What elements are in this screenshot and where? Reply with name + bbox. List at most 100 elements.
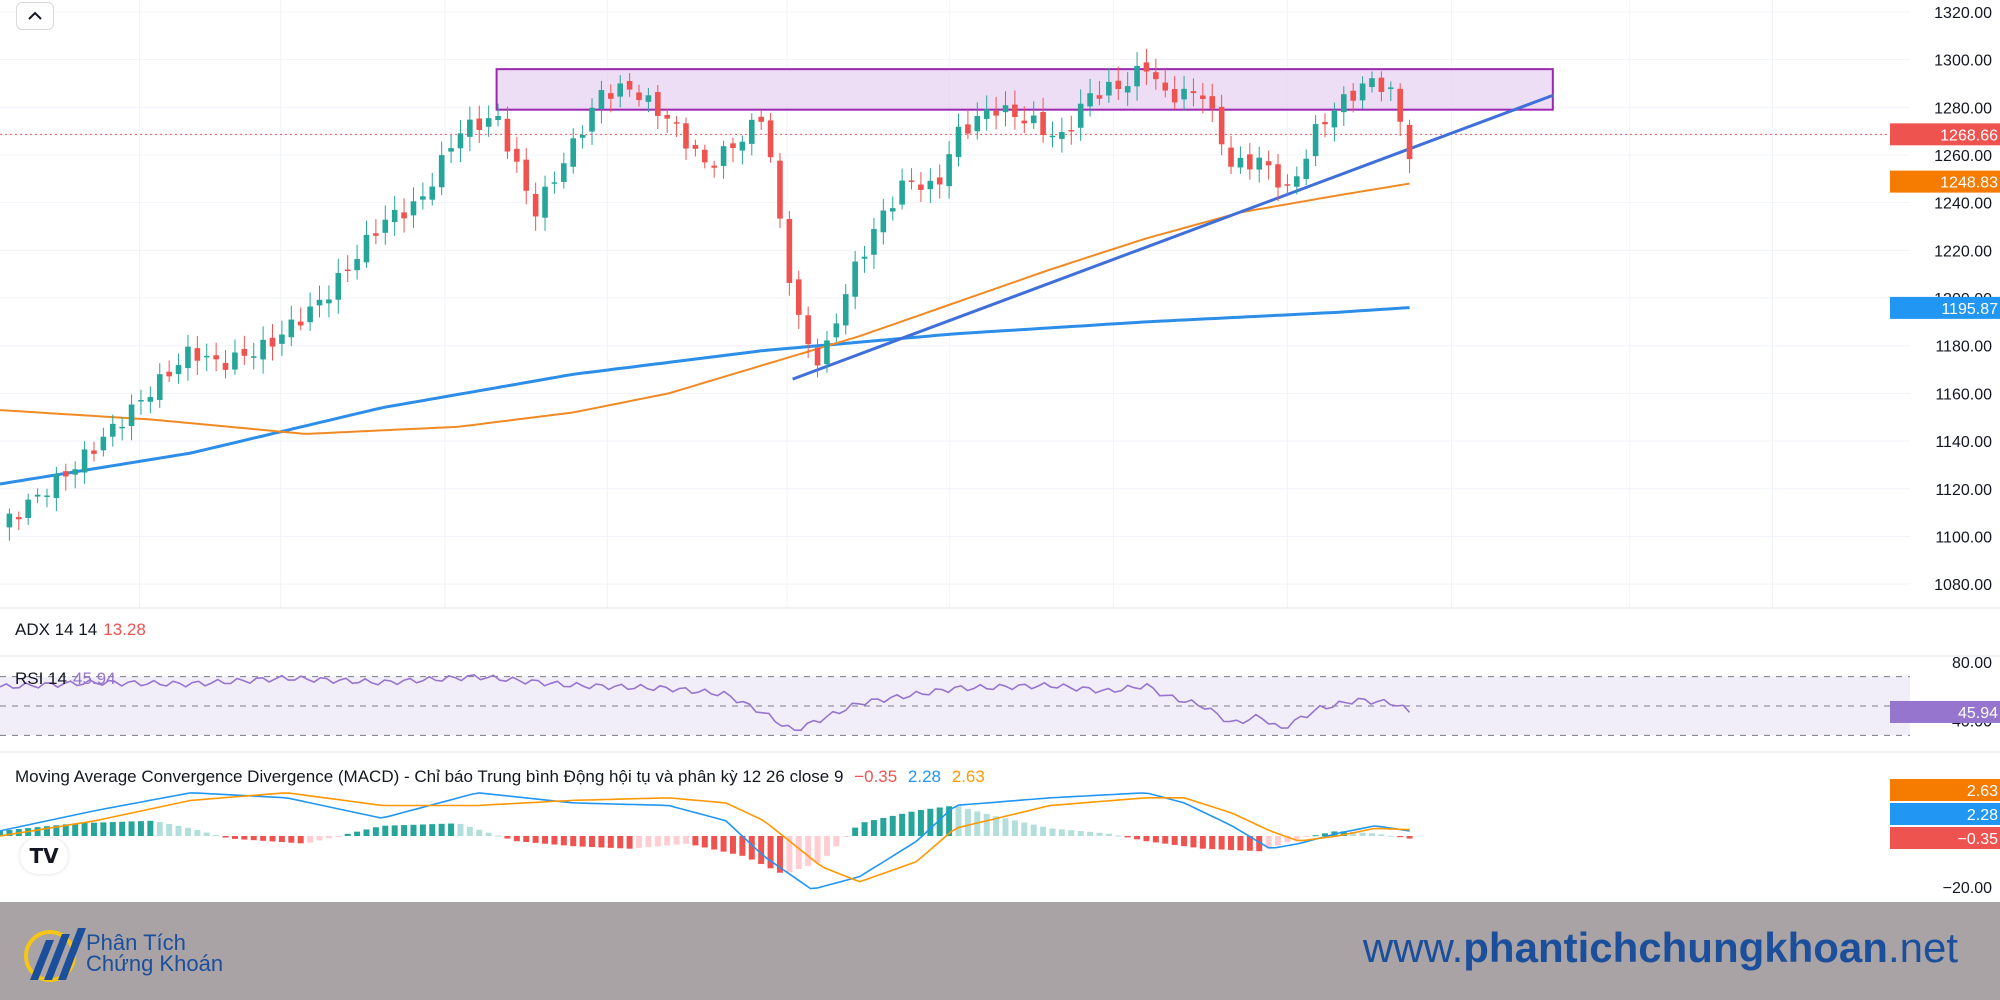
adx-title: ADX 14 14 (15, 620, 98, 639)
collapse-button[interactable] (16, 2, 54, 30)
candle-38 (354, 258, 360, 271)
candle-52 (485, 118, 492, 127)
chart-canvas[interactable]: 1320.00 1300.00 1280.00 1260.00 1240.00 1220.… (0, 0, 2000, 902)
macd-hist-49 (457, 823, 464, 836)
candle-140 (1312, 124, 1319, 157)
candle-110 (1030, 115, 1037, 124)
macd-hist-128 (1199, 836, 1206, 849)
macd-hist-99 (927, 808, 934, 836)
price-tick-10: 1120.00 (1935, 482, 1992, 499)
macd-hist-77 (720, 836, 727, 852)
macd-hist-145 (1359, 832, 1366, 836)
candle-150 (1406, 124, 1413, 160)
adx-value: 13.28 (103, 620, 146, 639)
site-prefix: www. (1362, 924, 1464, 971)
macd-label-hist-bg (1890, 827, 2000, 849)
macd-hist-137 (1284, 836, 1291, 843)
candle-80 (748, 119, 755, 144)
candle-59 (551, 182, 558, 184)
rsi-legend[interactable]: RSI 14 45.94 (15, 669, 122, 689)
macd-hist-103 (964, 808, 971, 836)
brand-line-2: Chứng Khoán (86, 951, 224, 976)
candle-4 (34, 494, 41, 497)
macd-hist-79 (739, 836, 746, 856)
macd-hist-65 (607, 836, 614, 848)
brand-logo-icon (24, 928, 86, 982)
candle-5 (44, 495, 50, 497)
macd-hist-119 (1115, 835, 1122, 837)
candle-23 (213, 355, 219, 360)
candle-124 (1162, 82, 1169, 91)
candle-50 (467, 119, 473, 137)
candle-7 (62, 471, 69, 477)
candle-58 (542, 186, 548, 218)
candle-83 (777, 160, 783, 219)
candle-48 (448, 148, 454, 152)
macd-hist-35 (325, 836, 332, 839)
site-domain: phantichchungkhoan (1463, 924, 1888, 971)
macd-hist-134 (1256, 836, 1263, 852)
candle-41 (382, 219, 389, 233)
macd-hist-83 (776, 836, 783, 873)
candle-9 (81, 449, 88, 473)
macd-hist-106 (993, 816, 1000, 836)
macd-hist-150 (1406, 836, 1413, 839)
candle-109 (1021, 120, 1028, 124)
macd-hist-87 (814, 836, 821, 863)
candle-11 (100, 436, 107, 451)
candle-24 (222, 362, 229, 370)
price-tick-2: 1280.00 (1934, 100, 1992, 117)
candle-142 (1331, 110, 1338, 128)
macd-legend[interactable]: Moving Average Convergence Divergence (M… (15, 767, 991, 787)
candle-56 (523, 159, 530, 191)
candle-39 (363, 234, 370, 263)
ma-line-1 (0, 182, 1410, 435)
macd-hist-118 (1105, 833, 1112, 836)
candle-32 (297, 321, 304, 326)
macd-hist-98 (917, 809, 924, 836)
candle-66 (617, 83, 624, 97)
macd-hist-97 (908, 811, 915, 836)
candle-1 (6, 513, 13, 528)
website-url[interactable]: www.phantichchungkhoan.net (1363, 924, 1958, 972)
candle-141 (1322, 121, 1328, 125)
candle-119 (1115, 80, 1122, 89)
macd-hist-69 (645, 836, 652, 848)
macd-hist-7 (62, 824, 69, 836)
candle-29 (269, 337, 276, 347)
macd-label-macd: 2.28 (1967, 807, 1998, 824)
candle-133 (1247, 154, 1253, 170)
macd-hist-144 (1350, 831, 1357, 836)
macd-title: Moving Average Convergence Divergence (M… (15, 767, 844, 786)
macd-hist-68 (636, 836, 643, 848)
candle-18 (166, 371, 172, 377)
macd-hist-25 (231, 836, 238, 839)
candle-120 (1124, 86, 1131, 93)
tradingview-logo[interactable]: TV (20, 838, 68, 874)
candle-10 (91, 450, 97, 454)
candle-93 (871, 229, 877, 255)
candle-36 (335, 273, 342, 300)
candle-72 (673, 122, 680, 124)
macd-hist-115 (1077, 831, 1084, 836)
macd-hist-136 (1275, 836, 1282, 846)
macd-hist-44 (410, 824, 417, 836)
candle-147 (1378, 77, 1385, 92)
candle-71 (664, 115, 671, 119)
macd-hist-109 (1021, 822, 1028, 836)
candle-114 (1068, 130, 1075, 132)
candle-2 (15, 517, 22, 520)
macd-hist-91 (852, 827, 859, 836)
macd-hist-73 (682, 836, 689, 844)
macd-hist-24 (222, 836, 229, 838)
candle-121 (1134, 65, 1140, 87)
macd-hist-125 (1171, 836, 1178, 845)
candle-45 (420, 196, 426, 200)
macd-hist-38 (354, 831, 361, 836)
macd-label-signal-bg (1890, 779, 2000, 801)
adx-legend[interactable]: ADX 14 14 13.28 (15, 620, 152, 640)
candle-123 (1153, 72, 1159, 80)
brand-line-1: Phân Tích (86, 930, 186, 955)
candle-90 (842, 294, 849, 326)
price-label-ma-blue-bg (1890, 296, 2000, 319)
